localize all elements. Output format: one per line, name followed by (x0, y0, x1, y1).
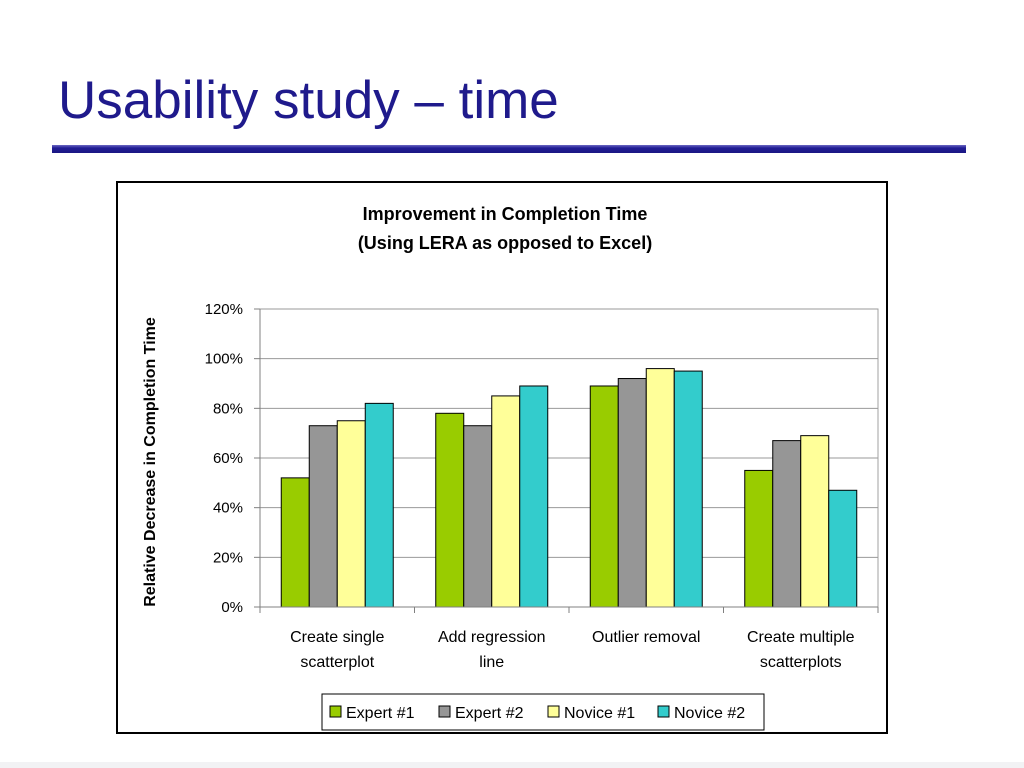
legend-label: Novice #2 (674, 705, 745, 722)
category-label-line: Create single (290, 629, 384, 646)
legend-swatch (438, 705, 451, 718)
category-label: Add regression line (438, 629, 546, 671)
chart-title: Improvement in Completion Time (363, 204, 648, 224)
footer-band (0, 762, 1024, 768)
category-label: Create single scatterplot (290, 629, 384, 671)
legend-swatch (547, 705, 560, 718)
category-label-line: Add regression (438, 629, 546, 646)
category-label-line: scatterplots (760, 654, 842, 671)
y-tick-label: 100% (205, 351, 243, 368)
category-label: Outlier removal (592, 629, 700, 646)
bar (744, 469, 774, 608)
title-underline (52, 145, 966, 153)
legend-label: Expert #1 (346, 705, 415, 722)
chart-frame: Improvement in Completion Time (Using LE… (116, 181, 888, 734)
bar (519, 385, 549, 608)
bar (280, 477, 310, 608)
bar (589, 385, 619, 608)
category-label-line: Create multiple (747, 629, 855, 646)
category-label-line: scatterplot (300, 654, 374, 671)
y-tick-label: 20% (213, 549, 243, 566)
chart-subtitle: (Using LERA as opposed to Excel) (358, 233, 652, 253)
slide-title: Usability study – time (58, 71, 559, 130)
bar (364, 402, 394, 608)
bar (772, 440, 802, 608)
y-axis-label: Relative Decrease in Completion Time (142, 317, 159, 607)
bar (435, 412, 465, 608)
bar-chart: Improvement in Completion Time (Using LE… (142, 204, 879, 731)
y-tick-label: 80% (213, 400, 243, 417)
category-label-line: Outlier removal (592, 629, 700, 646)
y-tick-label: 0% (221, 599, 243, 616)
bar (800, 435, 830, 608)
category-label: Create multiple scatterplots (747, 629, 855, 671)
bar (617, 378, 647, 608)
bar (828, 489, 858, 608)
category-label-line: line (479, 654, 504, 671)
bar (673, 370, 703, 608)
y-tick-label: 120% (205, 301, 243, 318)
bar (308, 425, 338, 608)
bar (336, 420, 366, 608)
bar (463, 425, 493, 608)
legend-label: Expert #2 (455, 705, 524, 722)
y-tick-label: 40% (213, 500, 243, 517)
bar (645, 368, 675, 608)
bar (491, 395, 521, 608)
legend-box (321, 693, 765, 731)
y-tick-label: 60% (213, 450, 243, 467)
legend-swatch (657, 705, 670, 718)
legend-swatch (329, 705, 342, 718)
legend-label: Novice #1 (564, 705, 635, 722)
